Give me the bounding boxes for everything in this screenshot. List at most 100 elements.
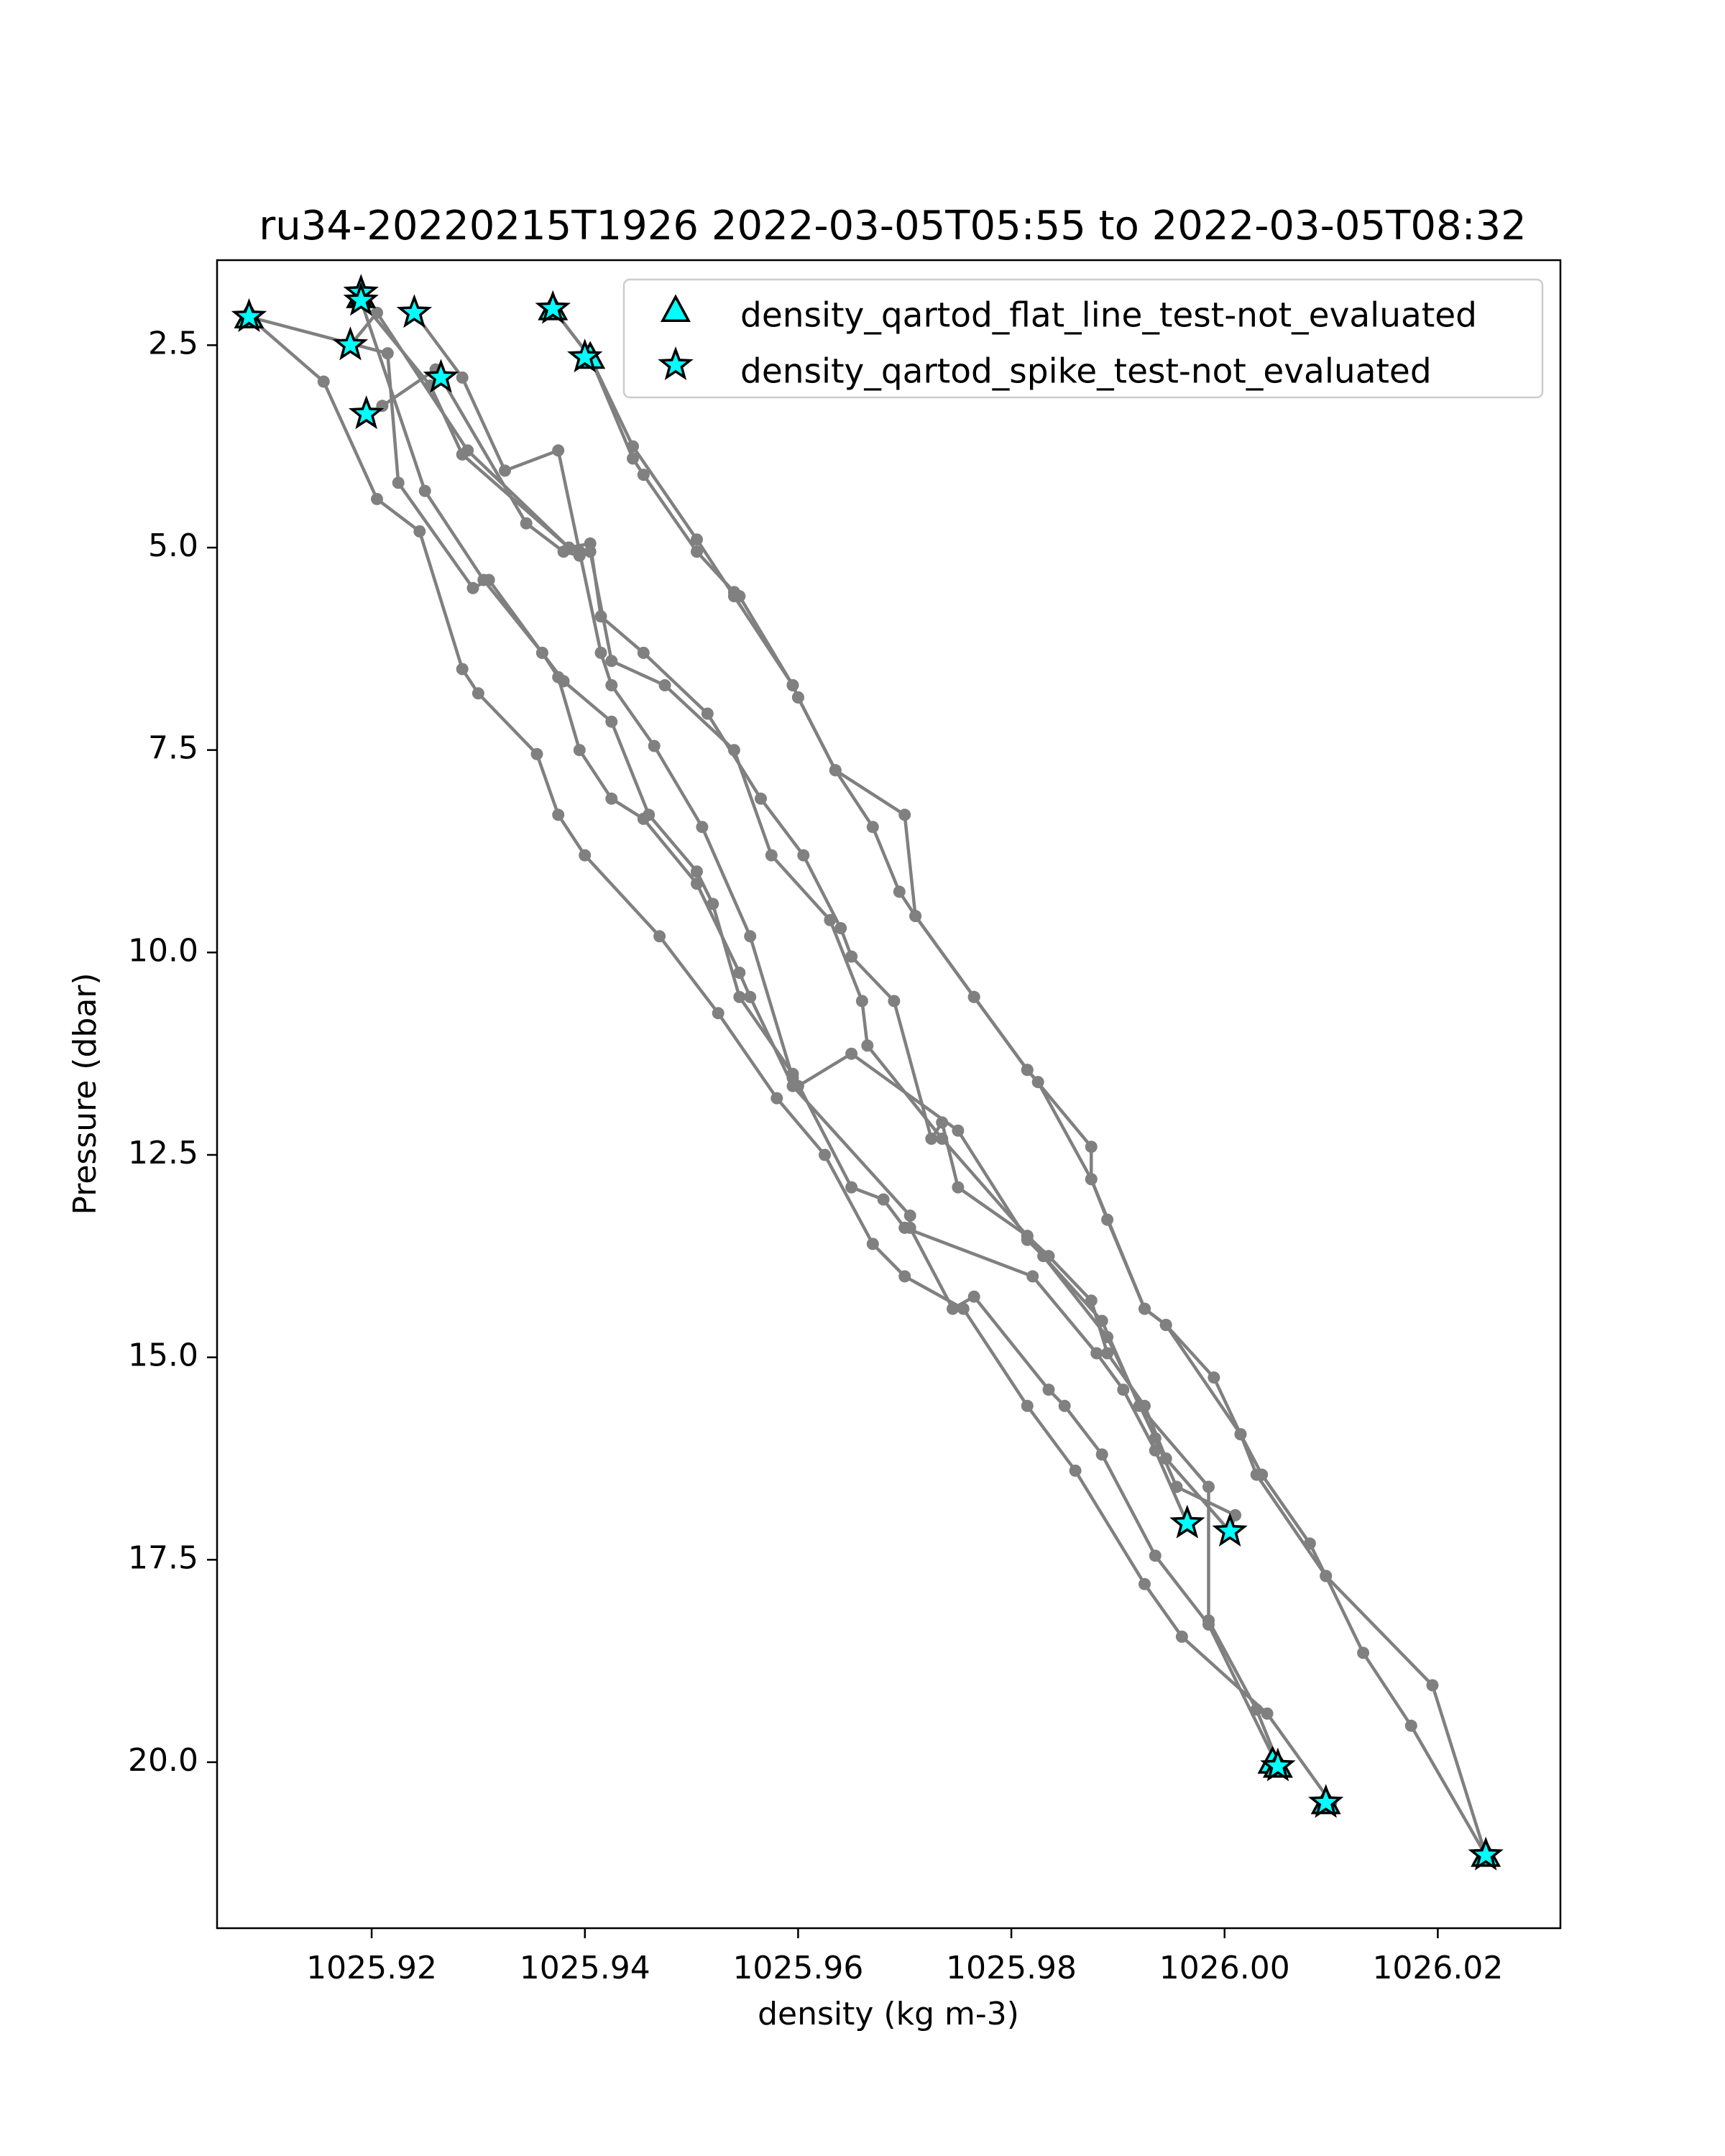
profile-point [472,687,484,700]
profile-point [557,545,570,558]
spike-flag-marker [343,282,379,316]
legend-label-flat-line: density_qartod_flat_line_test-not_evalua… [740,296,1477,336]
profile-point [733,967,746,979]
profile-point [1149,1432,1162,1445]
profile-point [727,744,740,757]
profile-point [691,533,703,546]
profile-point [1021,1399,1034,1412]
profile-point [605,679,618,691]
profile-point [456,663,469,676]
profile-point [1117,1383,1130,1396]
profile-point [418,484,431,497]
x-tick-label: 1025.98 [946,1950,1077,1986]
profile-point [413,525,426,538]
profile-point [535,646,548,659]
profile-point [1101,1331,1114,1343]
y-axis-label: Pressure (dbar) [67,972,104,1215]
profile-point [579,849,592,862]
profile-point [1042,1383,1055,1396]
profile-point [1202,1614,1215,1627]
profile-point [594,646,607,659]
x-tick-label: 1025.94 [520,1950,650,1986]
profile-point [770,1092,783,1105]
profile-point [552,808,565,821]
spike-flag-marker [423,359,459,393]
profile-point [1138,1577,1151,1590]
profile-point [791,691,804,704]
spike-flag-marker [1212,1512,1248,1547]
spike-flag-marker [1169,1504,1205,1539]
profile-point [898,1270,911,1283]
profile-point [1250,1703,1263,1716]
profile-point [866,821,879,834]
profile-point [1170,1480,1183,1493]
profile-point [317,375,330,388]
profile-point [1229,1508,1242,1521]
profile-point [637,469,650,482]
profile-point [1202,1480,1215,1493]
profile-point [712,1007,724,1020]
profile-point [461,444,474,457]
profile-point [829,764,842,777]
profile-point [392,476,405,489]
profile-point [1026,1270,1039,1283]
y-axis-ticks: 2.5 5.0 7.5 10.0 12.5 15.0 17.5 20.0 [128,325,217,1779]
legend-star-icon [658,346,694,381]
x-axis-ticks: 1025.92 1025.94 1025.96 1025.98 1026.00 1026.… [306,1928,1503,1986]
profile-point [1021,1064,1034,1077]
profile-point [605,715,618,728]
profile-point [744,930,757,943]
spike-flag-marker [396,294,433,328]
profile-point [952,1124,965,1137]
profile-point [1357,1646,1370,1659]
y-tick-label: 2.5 [148,325,198,361]
profile-point [909,910,922,923]
profile-point [744,990,757,1003]
spike-flag-marker [535,290,571,324]
profile-point [605,655,618,668]
profile-point [1234,1428,1247,1441]
profile-point [1021,1230,1034,1243]
spike-flag-marker [231,298,267,332]
profile-point [888,995,901,1008]
y-tick-label: 20.0 [128,1742,198,1779]
profile-point [1250,1468,1263,1481]
x-tick-label: 1025.96 [732,1950,863,1986]
profile-point [520,517,533,530]
profile-point [845,1047,858,1060]
profile-point [653,930,666,943]
legend: density_qartod_flat_line_test-not_evalua… [622,278,1544,399]
y-tick-label: 17.5 [128,1539,198,1576]
profile-point [381,347,394,360]
profile-point [1404,1719,1417,1732]
profile-point [371,306,383,319]
profile-point [845,950,858,963]
profile-point [637,646,650,659]
profile-point [627,440,639,453]
profile-point [797,849,810,862]
profile-point [573,549,586,562]
plot-frame [216,259,1562,1930]
spike-flag-marker [1307,1784,1344,1818]
profile-point [786,679,799,691]
legend-triangle-marker [661,294,691,322]
profile-point [530,747,543,760]
legend-frame [622,278,1544,399]
legend-star-marker [658,346,694,381]
profile-point [877,1193,890,1206]
flag-markers [231,274,1504,1871]
profile-point [658,679,671,691]
profile-point [952,1181,965,1194]
profile-point [893,885,906,898]
spike-flag-marker [1260,1747,1296,1782]
profile-point [1090,1347,1103,1360]
spike-flag-marker [348,395,385,430]
x-tick-label: 1025.92 [306,1950,437,1986]
profile-point [733,990,746,1003]
profile-point [903,1210,916,1222]
profile-point [1101,1347,1114,1360]
profile-point [691,865,703,878]
profile-point [1085,1173,1098,1186]
legend-triangle-icon [661,294,691,322]
spike-flag-marker [567,338,603,373]
